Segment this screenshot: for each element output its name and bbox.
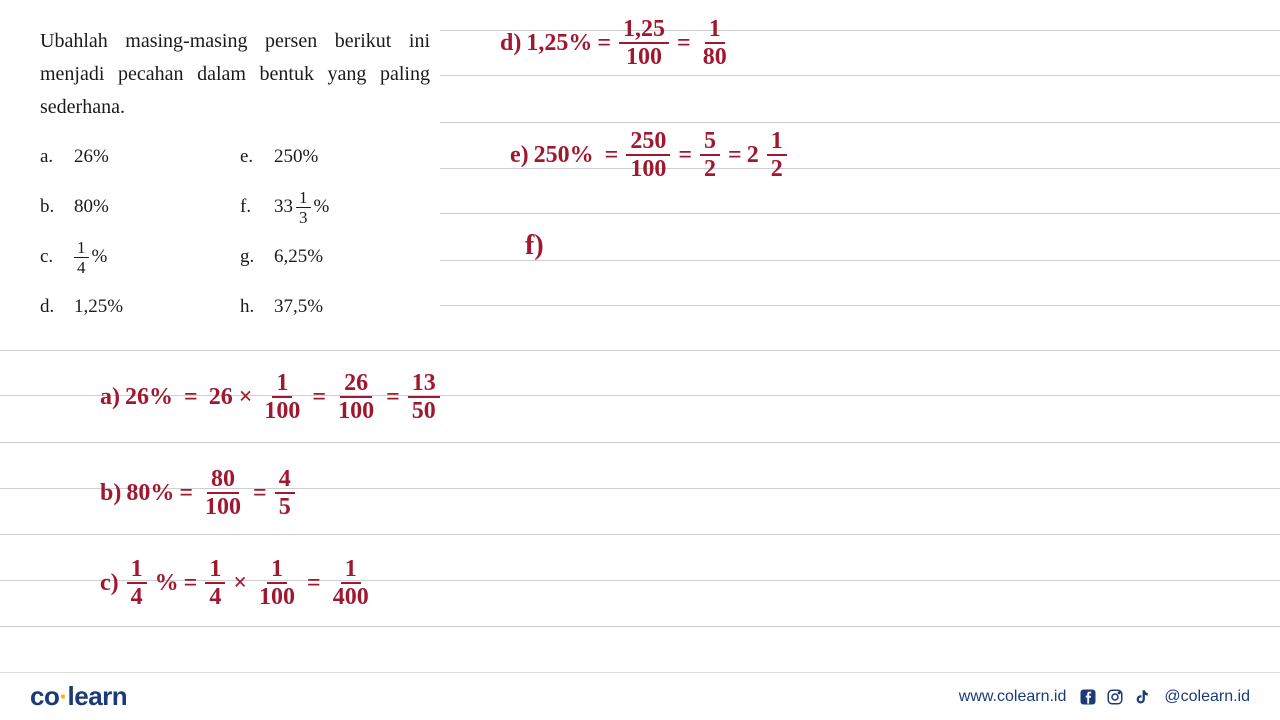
option-f: f. 33 13 %: [240, 182, 420, 232]
option-a: a.26%: [40, 132, 240, 182]
option-d: d.1,25%: [40, 282, 240, 332]
option-h: h.37,5%: [240, 282, 420, 332]
answer-b: b) 80% = 80100 = 45: [100, 468, 298, 519]
options-grid: a.26% e.250% b.80% f. 33 13 % c. 14 % g.…: [40, 132, 430, 332]
facebook-icon[interactable]: [1078, 687, 1098, 707]
footer-bar: co·learn www.colearn.id @colearn.id: [0, 672, 1280, 720]
social-icons: [1078, 687, 1152, 707]
answer-a: a) 26% = 26 × 1100 = 26100 = 1350: [100, 372, 443, 423]
brand-logo: co·learn: [30, 681, 127, 712]
social-handle[interactable]: @colearn.id: [1164, 688, 1250, 706]
option-g: g.6,25%: [240, 232, 420, 282]
answer-c: c) 14 % = 14 × 1100 = 1400: [100, 558, 376, 609]
answer-d: d) 1,25% = 1,25100 = 180: [500, 18, 734, 69]
question-prompt: Ubahlah masing-masing persen berikut ini…: [40, 25, 430, 124]
answer-e: e) 250% = 250100 = 52 = 212: [510, 130, 790, 181]
instagram-icon[interactable]: [1105, 687, 1125, 707]
option-b: b.80%: [40, 182, 240, 232]
question-block: Ubahlah masing-masing persen berikut ini…: [40, 25, 430, 332]
option-c: c. 14 %: [40, 232, 240, 282]
footer-url[interactable]: www.colearn.id: [959, 688, 1067, 706]
answer-f: f): [525, 230, 544, 262]
option-e: e.250%: [240, 132, 420, 182]
tiktok-icon[interactable]: [1132, 687, 1152, 707]
